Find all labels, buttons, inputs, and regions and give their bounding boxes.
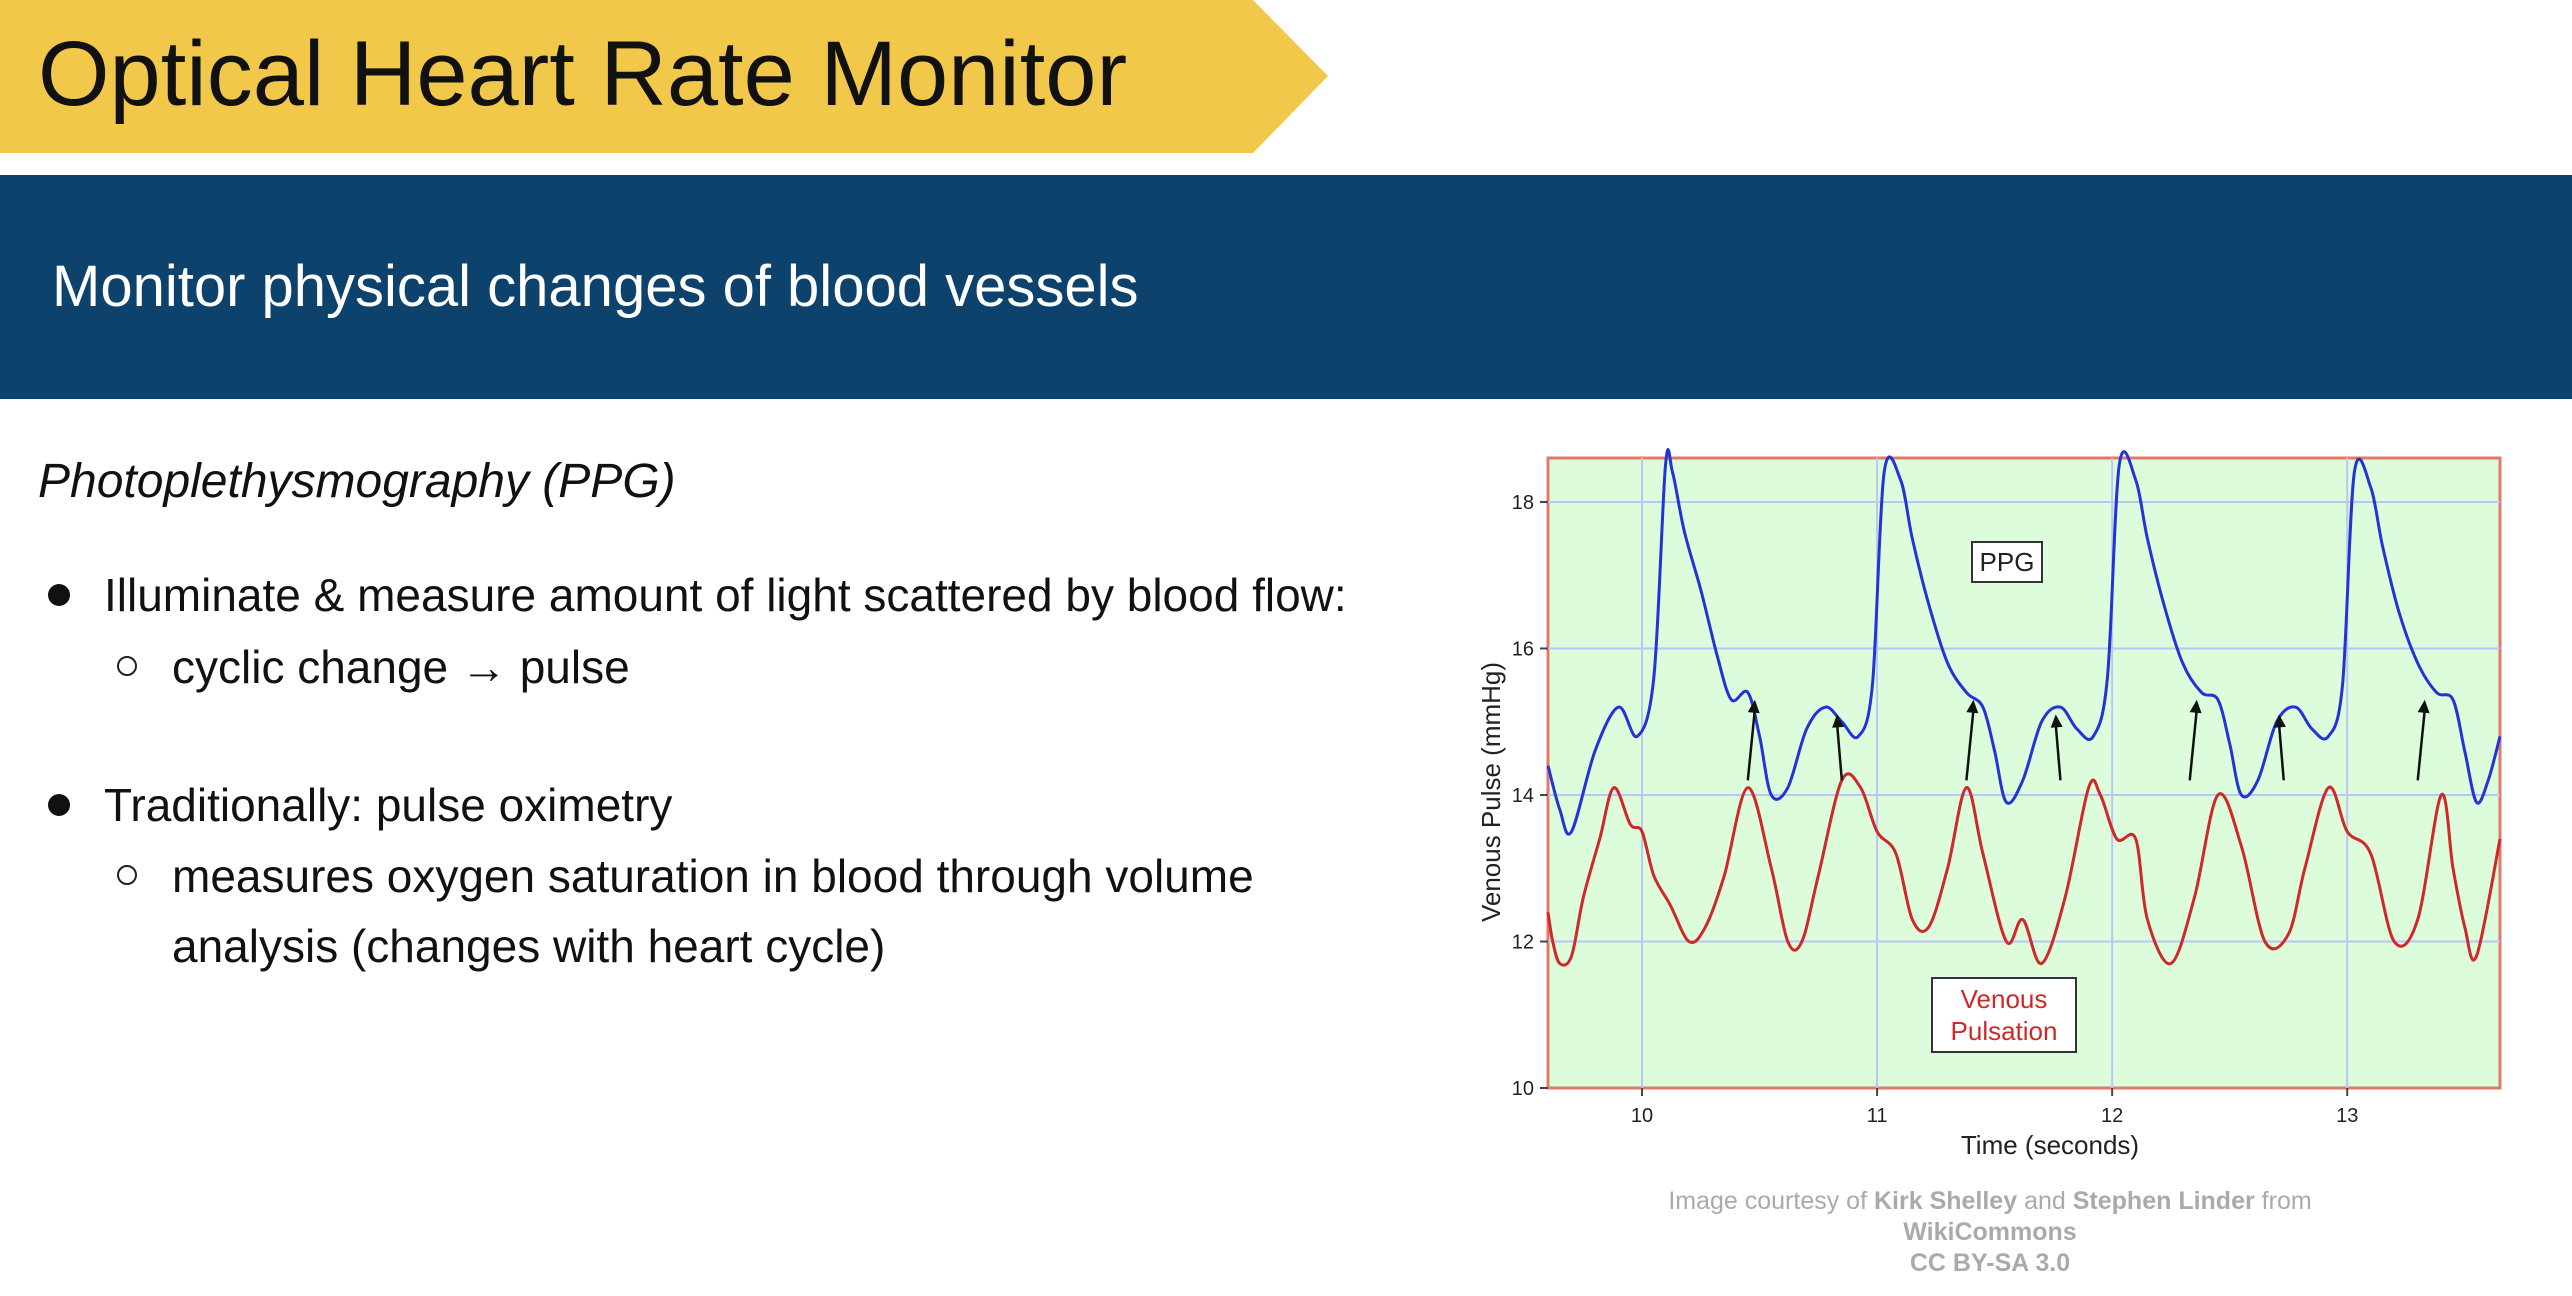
arrow-shaft	[1746, 709, 1757, 781]
section-heading: Photoplethysmography (PPG)	[38, 455, 676, 508]
x-axis-label: Time (seconds)	[1961, 1130, 2139, 1160]
x-tick-label: 10	[1631, 1105, 1653, 1127]
header-subtitle: Monitor physical changes of blood vessel…	[52, 254, 1139, 319]
bullet-item-1: Illuminate & measure amount of light sca…	[48, 560, 1347, 630]
credit-line-3: CC BY-SA 3.0	[1480, 1248, 2500, 1279]
bullet-dot-icon	[48, 794, 70, 816]
credit-prefix: Image courtesy of	[1668, 1187, 1868, 1215]
arrow-shaft	[1835, 724, 1844, 781]
arrow-shaft	[2277, 724, 2285, 781]
x-tick-label: 13	[2336, 1105, 2358, 1127]
hollow-bullet-icon	[117, 865, 137, 885]
y-tick-label: 16	[1512, 638, 1534, 660]
y-tick-label: 14	[1512, 785, 1534, 807]
annotation-arrows	[1746, 699, 2430, 781]
hollow-bullet-icon	[117, 656, 137, 676]
sub-bullet-text: measures oxygen saturation in blood thro…	[172, 850, 1254, 902]
arrow-shaft	[2188, 709, 2199, 781]
credit-license: CC BY-SA 3.0	[1909, 1249, 2071, 1277]
bullet-item-2: Traditionally: pulse oximetry	[48, 770, 673, 840]
arrow-head-icon	[1832, 714, 1845, 728]
axis-ticks: 10 11 12 13 10 12 14 16 18	[1512, 492, 2359, 1127]
sub-bullet-text: analysis (changes with heart cycle)	[172, 920, 886, 972]
arrow-head-icon	[1747, 699, 1760, 714]
credit-author-2: Stephen Linder	[2072, 1187, 2255, 1215]
venous-series-line	[1546, 772, 2502, 967]
ppg-series-line	[1546, 448, 2502, 836]
y-axis-label: Venous Pulse (mmHg)	[1476, 662, 1506, 922]
bullet-text: Illuminate & measure amount of light sca…	[104, 569, 1347, 621]
venous-label-line2: Pulsation	[1951, 1016, 2058, 1046]
arrow-head-icon	[2050, 714, 2063, 728]
series-lines	[1546, 448, 2502, 967]
arrow-shaft	[1965, 709, 1975, 781]
credit-line-2: WikiCommons	[1480, 1217, 2500, 1248]
slide-title: Optical Heart Rate Monitor	[38, 23, 1128, 125]
venous-label-line1: Venous	[1961, 984, 2048, 1014]
image-credit: Image courtesy of Kirk Shelley and Steph…	[1480, 1186, 2500, 1279]
venous-label-box: Venous Pulsation	[1931, 977, 2077, 1053]
ppg-label-box: PPG	[1971, 541, 2043, 583]
sub-bullet-item-1: cyclic change → pulse	[117, 632, 630, 702]
bullet-dot-icon	[48, 584, 70, 606]
credit-from: from	[2261, 1187, 2312, 1215]
bullet-text: Traditionally: pulse oximetry	[104, 779, 673, 831]
arrow-head-icon	[2189, 699, 2202, 714]
y-tick-label: 10	[1512, 1078, 1534, 1100]
credit-and: and	[2024, 1187, 2066, 1215]
y-tick-label: 18	[1512, 492, 1534, 514]
arrow-head-icon	[1966, 699, 1979, 714]
arrow-shaft	[2416, 709, 2427, 781]
ppg-label: PPG	[1980, 547, 2035, 577]
credit-author-1: Kirk Shelley	[1873, 1187, 2018, 1215]
y-tick-label: 12	[1512, 931, 1534, 953]
arrow-head-icon	[2273, 714, 2286, 728]
title-banner	[0, 0, 1328, 153]
sub-bullet-item-2: measures oxygen saturation in blood thro…	[117, 841, 1254, 911]
sub-bullet-continuation: analysis (changes with heart cycle)	[172, 911, 885, 981]
x-tick-label: 11	[1867, 1105, 1888, 1127]
header-band	[0, 175, 2572, 399]
credit-source: WikiCommons	[1903, 1218, 2077, 1246]
credit-line-1: Image courtesy of Kirk Shelley and Steph…	[1480, 1186, 2500, 1217]
x-tick-label: 12	[2101, 1105, 2123, 1127]
sub-bullet-text: cyclic change → pulse	[172, 641, 630, 693]
arrow-shaft	[2054, 724, 2062, 781]
arrow-head-icon	[2417, 699, 2430, 714]
